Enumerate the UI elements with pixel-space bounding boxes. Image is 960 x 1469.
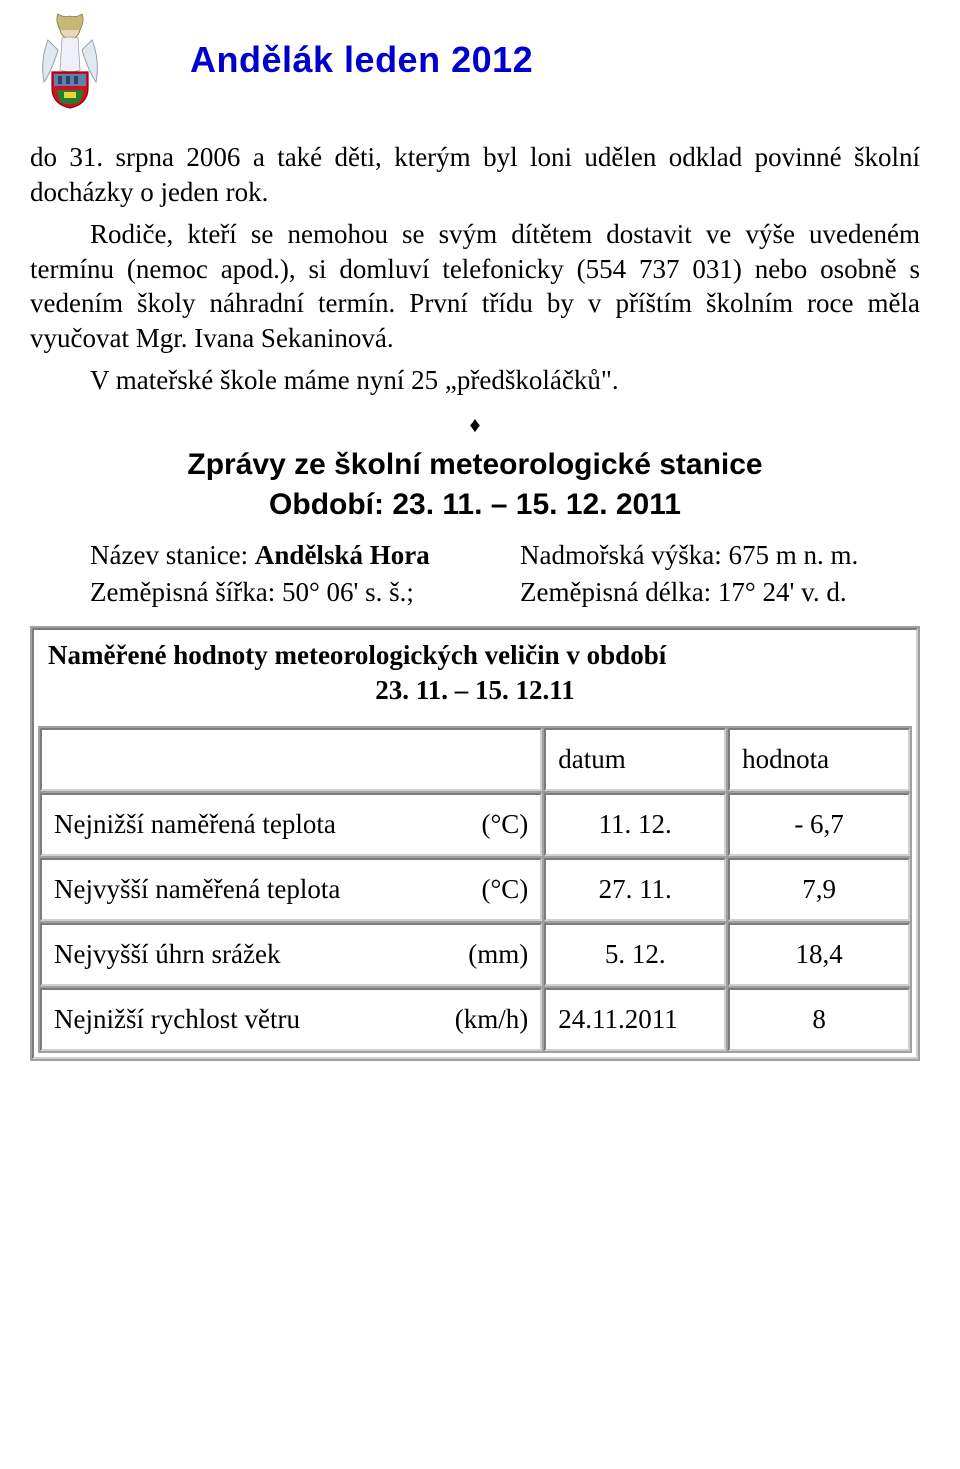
row-label-unit: (°C): [481, 874, 528, 905]
station-name-value: Andělská Hora: [255, 540, 430, 570]
row-label-text: Nejvyšší naměřená teplota: [54, 874, 340, 905]
section-period: Období: 23. 11. – 15. 12. 2011: [30, 488, 920, 522]
head-datum: datum: [544, 728, 726, 791]
station-row-1: Název stanice: Andělská Hora Nadmořská v…: [30, 540, 920, 571]
row-datum: 11. 12.: [544, 793, 726, 856]
section-title: Zprávy ze školní meteorologické stanice: [30, 448, 920, 482]
station-latitude: Zeměpisná šířka: 50° 06' s. š.;: [30, 577, 520, 608]
station-altitude-text: Nadmořská výška: 675 m n. m.: [520, 540, 858, 570]
paragraph-3: V mateřské škole máme nyní 25 „předškolá…: [30, 363, 920, 398]
table-head-row: datum hodnota: [40, 728, 910, 791]
table-caption: Naměřené hodnoty meteorologických veliči…: [38, 634, 912, 675]
row-label-unit: (mm): [468, 939, 528, 970]
page-header: Andělák leden 2012: [30, 10, 920, 110]
paragraph-2: Rodiče, kteří se nemohou se svým dítětem…: [30, 217, 920, 355]
page: Andělák leden 2012 do 31. srpna 2006 a t…: [0, 0, 960, 1101]
measurements-outer-table: Naměřené hodnoty meteorologických veliči…: [30, 626, 920, 1061]
head-hodnota: hodnota: [728, 728, 910, 791]
station-name-label: Název stanice:: [90, 540, 255, 570]
row-hodnota: 18,4: [728, 923, 910, 986]
page-title: Andělák leden 2012: [190, 39, 533, 81]
separator-diamond: ♦: [30, 412, 920, 438]
station-row-2: Zeměpisná šířka: 50° 06' s. š.; Zeměpisn…: [30, 577, 920, 608]
table-row: Nejnižší rychlost větru (km/h) 24.11.201…: [40, 988, 910, 1051]
station-name: Název stanice: Andělská Hora: [30, 540, 520, 571]
crest-icon: [30, 10, 110, 110]
row-datum: 5. 12.: [544, 923, 726, 986]
row-label: Nejnižší rychlost větru (km/h): [40, 988, 542, 1051]
table-row: Nejvyšší úhrn srážek (mm) 5. 12. 18,4: [40, 923, 910, 986]
table-row: Nejvyšší naměřená teplota (°C) 27. 11. 7…: [40, 858, 910, 921]
row-hodnota: 7,9: [728, 858, 910, 921]
row-label: Nejvyšší úhrn srážek (mm): [40, 923, 542, 986]
row-label-text: Nejnižší rychlost větru: [54, 1004, 300, 1035]
row-label-text: Nejvyšší úhrn srážek: [54, 939, 280, 970]
row-label-unit: (°C): [481, 809, 528, 840]
table-row: Nejnižší naměřená teplota (°C) 11. 12. -…: [40, 793, 910, 856]
row-datum: 24.11.2011: [544, 988, 726, 1051]
row-datum: 27. 11.: [544, 858, 726, 921]
row-label: Nejnižší naměřená teplota (°C): [40, 793, 542, 856]
row-hodnota: 8: [728, 988, 910, 1051]
station-altitude: Nadmořská výška: 675 m n. m.: [520, 540, 920, 571]
row-label: Nejvyšší naměřená teplota (°C): [40, 858, 542, 921]
paragraph-1: do 31. srpna 2006 a také děti, kterým by…: [30, 140, 920, 209]
measurements-table: datum hodnota Nejnižší naměřená teplota …: [38, 726, 912, 1053]
table-caption-period: 23. 11. – 15. 12.11: [38, 675, 912, 720]
row-hodnota: - 6,7: [728, 793, 910, 856]
row-label-unit: (km/h): [455, 1004, 529, 1035]
measurements-table-wrap: Naměřené hodnoty meteorologických veliči…: [30, 626, 920, 1061]
head-empty: [40, 728, 542, 791]
row-label-text: Nejnižší naměřená teplota: [54, 809, 336, 840]
station-longitude: Zeměpisná délka: 17° 24' v. d.: [520, 577, 920, 608]
